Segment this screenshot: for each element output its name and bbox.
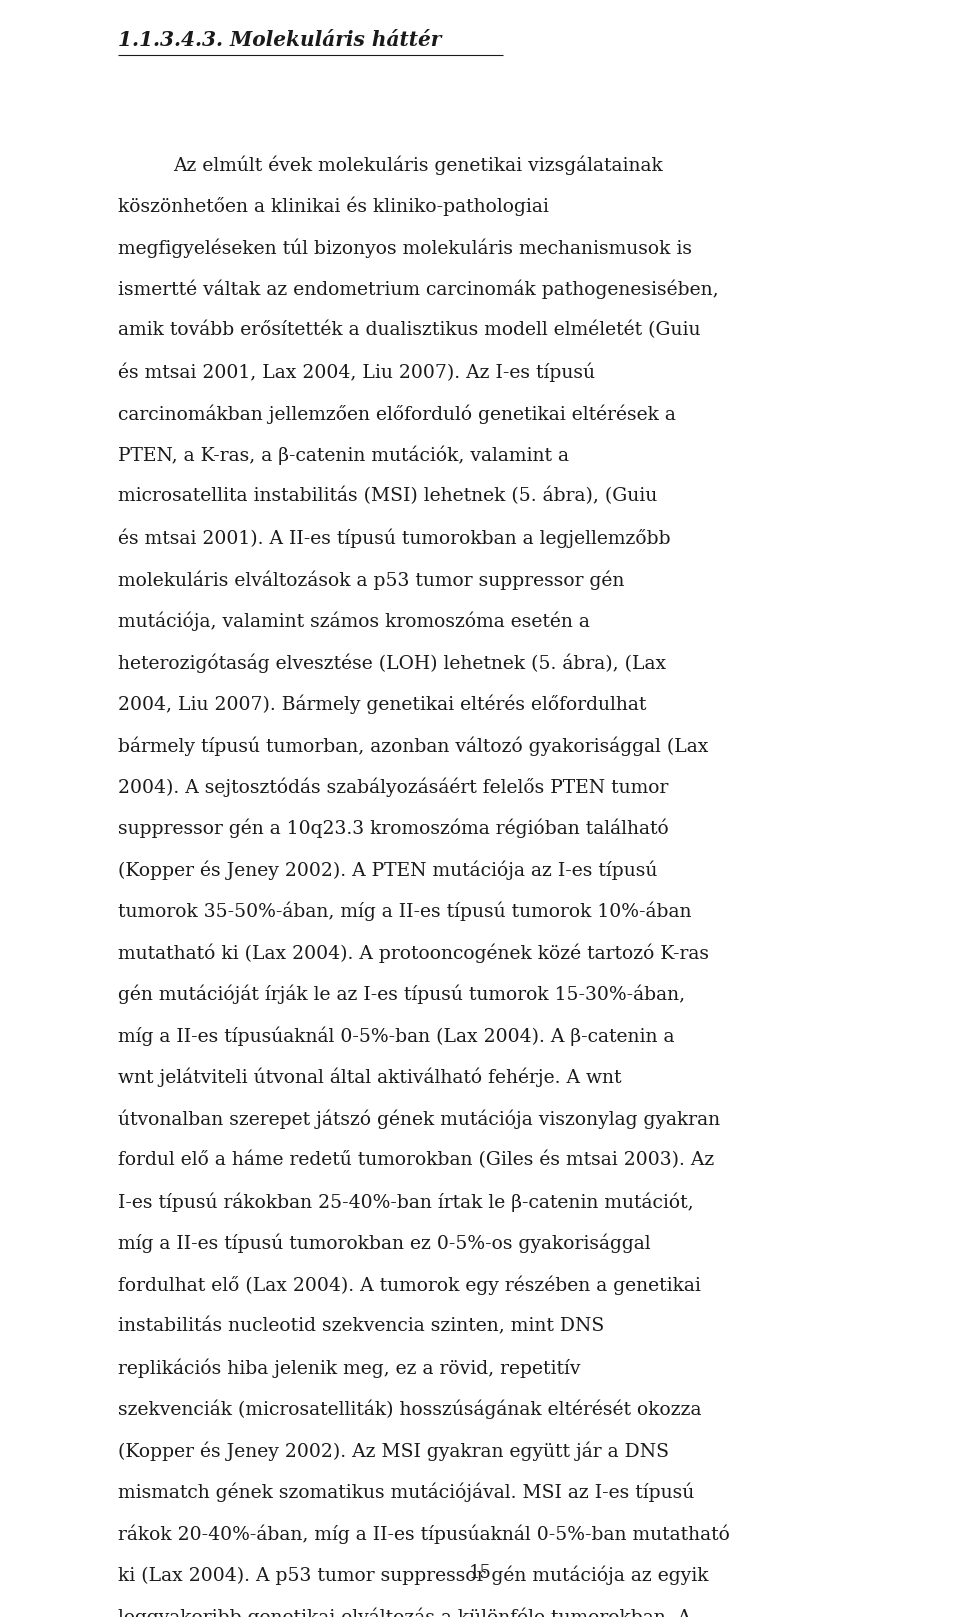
Text: ismertté váltak az endometrium carcinomák pathogenesisében,: ismertté váltak az endometrium carcinomá… [118,280,719,299]
Text: 2004, Liu 2007). Bármely genetikai eltérés előfordulhat: 2004, Liu 2007). Bármely genetikai eltér… [118,694,646,715]
Text: és mtsai 2001, Lax 2004, Liu 2007). Az I-es típusú: és mtsai 2001, Lax 2004, Liu 2007). Az I… [118,362,595,382]
Text: rákok 20-40%-ában, míg a II-es típusúaknál 0-5%-ban mutatható: rákok 20-40%-ában, míg a II-es típusúakn… [118,1525,730,1544]
Text: fordulhat elő (Lax 2004). A tumorok egy részében a genetikai: fordulhat elő (Lax 2004). A tumorok egy … [118,1276,701,1295]
Text: Az elmúlt évek molekuláris genetikai vizsgálatainak: Az elmúlt évek molekuláris genetikai viz… [173,155,662,175]
Text: instabilitás nucleotid szekvencia szinten, mint DNS: instabilitás nucleotid szekvencia szinte… [118,1316,604,1336]
Text: I-es típusú rákokban 25-40%-ban írtak le β-catenin mutációt,: I-es típusú rákokban 25-40%-ban írtak le… [118,1192,694,1213]
Text: míg a II-es típusúaknál 0-5%-ban (Lax 2004). A β-catenin a: míg a II-es típusúaknál 0-5%-ban (Lax 20… [118,1027,675,1046]
Text: bármely típusú tumorban, azonban változó gyakorisággal (Lax: bármely típusú tumorban, azonban változó… [118,736,708,755]
Text: mismatch gének szomatikus mutációjával. MSI az I-es típusú: mismatch gének szomatikus mutációjával. … [118,1483,694,1502]
Text: ki (Lax 2004). A p53 tumor suppressor gén mutációja az egyik: ki (Lax 2004). A p53 tumor suppressor gé… [118,1565,708,1586]
Text: microsatellita instabilitás (MSI) lehetnek (5. ábra), (Guiu: microsatellita instabilitás (MSI) lehetn… [118,487,658,506]
Text: megfigyeléseken túl bizonyos molekuláris mechanismusok is: megfigyeléseken túl bizonyos molekuláris… [118,238,692,257]
Text: carcinomákban jellemzően előforduló genetikai eltérések a: carcinomákban jellemzően előforduló gene… [118,404,676,424]
Text: mutációja, valamint számos kromoszóma esetén a: mutációja, valamint számos kromoszóma es… [118,611,589,631]
Text: míg a II-es típusú tumorokban ez 0-5%-os gyakorisággal: míg a II-es típusú tumorokban ez 0-5%-os… [118,1234,651,1253]
Text: 2004). A sejtosztódás szabályozásáért felelős PTEN tumor: 2004). A sejtosztódás szabályozásáért fe… [118,778,668,797]
Text: tumorok 35-50%-ában, míg a II-es típusú tumorok 10%-ában: tumorok 35-50%-ában, míg a II-es típusú … [118,902,691,922]
Text: mutatható ki (Lax 2004). A protooncogének közé tartozó K-ras: mutatható ki (Lax 2004). A protooncogéne… [118,943,709,964]
Text: és mtsai 2001). A II-es típusú tumorokban a legjellemzőbb: és mtsai 2001). A II-es típusú tumorokba… [118,529,671,548]
Text: (Kopper és Jeney 2002). Az MSI gyakran együtt jár a DNS: (Kopper és Jeney 2002). Az MSI gyakran e… [118,1441,669,1462]
Text: útvonalban szerepet játszó gének mutációja viszonylag gyakran: útvonalban szerepet játszó gének mutáció… [118,1109,720,1129]
Text: wnt jelátviteli útvonal által aktiválható fehérje. A wnt: wnt jelátviteli útvonal által aktiválhat… [118,1067,621,1088]
Text: fordul elő a háme redetű tumorokban (Giles és mtsai 2003). Az: fordul elő a háme redetű tumorokban (Gil… [118,1151,714,1169]
Text: szekvenciák (microsatelliták) hosszúságának eltérését okozza: szekvenciák (microsatelliták) hosszúságá… [118,1400,702,1420]
Text: 1.1.3.4.3. Molekuláris háttér: 1.1.3.4.3. Molekuláris háttér [118,31,442,50]
Text: molekuláris elváltozások a p53 tumor suppressor gén: molekuláris elváltozások a p53 tumor sup… [118,571,624,590]
Text: 15: 15 [468,1564,492,1581]
Text: leggyakoribb genetikai elváltozás a különféle tumorokban. A: leggyakoribb genetikai elváltozás a külö… [118,1607,691,1617]
Text: heterozigótaság elvesztése (LOH) lehetnek (5. ábra), (Lax: heterozigótaság elvesztése (LOH) lehetne… [118,653,666,673]
Text: amik tovább erősítették a dualisztikus modell elméletét (Guiu: amik tovább erősítették a dualisztikus m… [118,322,701,340]
Text: (Kopper és Jeney 2002). A PTEN mutációja az I-es típusú: (Kopper és Jeney 2002). A PTEN mutációja… [118,860,658,880]
Text: suppressor gén a 10q23.3 kromoszóma régióban található: suppressor gén a 10q23.3 kromoszóma régi… [118,818,669,839]
Text: köszönhetően a klinikai és kliniko-pathologiai: köszönhetően a klinikai és kliniko-patho… [118,197,549,217]
Text: PTEN, a K-ras, a β-catenin mutációk, valamint a: PTEN, a K-ras, a β-catenin mutációk, val… [118,446,569,466]
Text: gén mutációját írják le az I-es típusú tumorok 15-30%-ában,: gén mutációját írják le az I-es típusú t… [118,985,685,1004]
Text: replikációs hiba jelenik meg, ez a rövid, repetitív: replikációs hiba jelenik meg, ez a rövid… [118,1358,581,1378]
